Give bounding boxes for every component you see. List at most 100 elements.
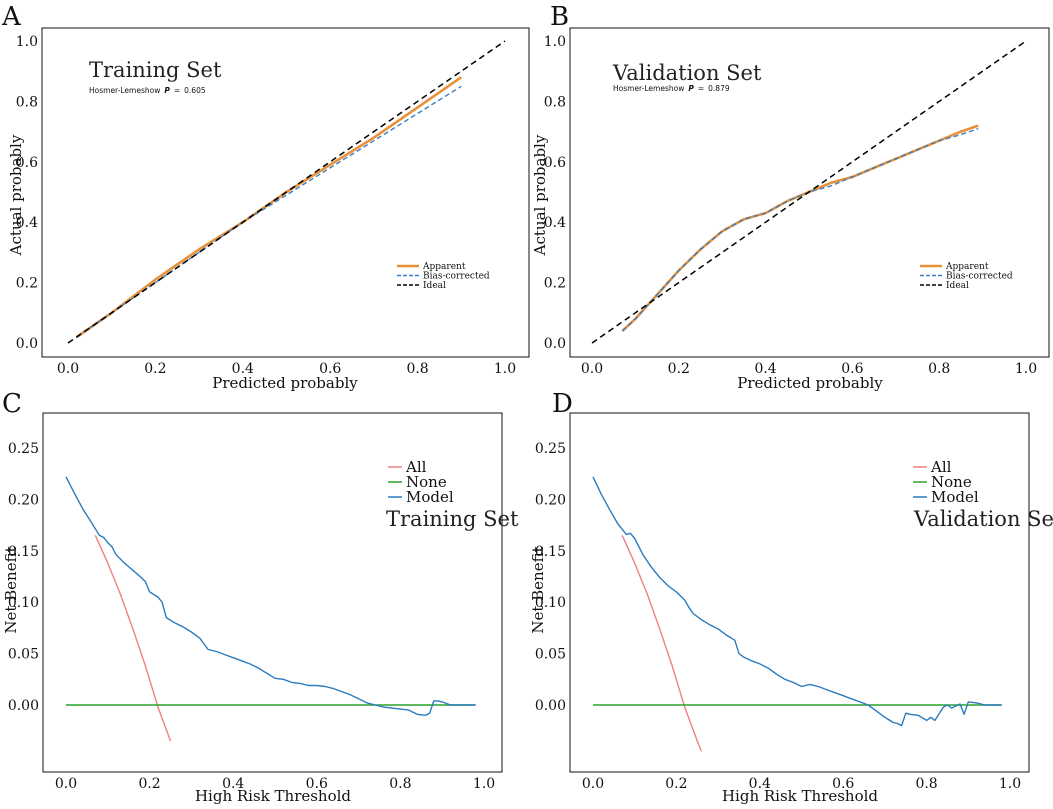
series-lines (591, 40, 1027, 344)
panel-c-decision-curve-training: C Training Set 0.0 0.2 0.4 0.6 0.8 1.00.000.0… (2, 389, 519, 805)
plot-area (569, 412, 1030, 773)
series-line-model (592, 476, 1002, 727)
plot-area (569, 27, 1050, 358)
x-tick-label: 0.4 (749, 776, 771, 792)
y-tick-label: 0.4 (16, 215, 38, 231)
hl-p-label: P (164, 86, 170, 95)
y-tick-label: 1.0 (16, 34, 38, 50)
hl-eq: = (174, 86, 180, 95)
plot-area (42, 412, 503, 773)
x-tick-label: 0.0 (55, 776, 77, 792)
chart-title: Validation Set (612, 61, 762, 85)
series-line-ideal (591, 40, 1027, 344)
hosmer-lemeshow-annotation: Hosmer-Lemeshow P = 0.605 (89, 86, 206, 95)
legend-label: None (406, 473, 447, 491)
x-tick-label: 0.4 (222, 776, 244, 792)
chart-title: Validation Set (913, 507, 1053, 531)
y-tick-label: 0.8 (544, 94, 566, 110)
x-tick-label: 0.6 (841, 361, 863, 377)
ticks: 0.0 0.2 0.4 0.6 0.8 1.0 0.0 0.2 0.4 0.6 0.8 1.0 (16, 34, 516, 377)
panel-b-calibration-validation: B Validation Set Hosmer-Lemeshow P = 0.879 … (531, 2, 1050, 392)
y-tick-label: 0.10 (535, 595, 566, 611)
ticks: 0.0 0.2 0.4 0.6 0.8 1.0 0.0 0.2 0.4 0.6 0.8 1.0 (544, 34, 1037, 377)
x-tick-label: 0.4 (232, 361, 254, 377)
chart-title: Training Set (386, 507, 519, 531)
x-tick-label: 0.0 (581, 361, 603, 377)
legend-label: Model (931, 488, 979, 506)
y-axis-title: Net Benefit (2, 546, 20, 633)
y-tick-label: 0.6 (16, 155, 38, 171)
legend-label: Bias-corrected (423, 272, 490, 282)
x-tick-label: 0.2 (138, 776, 160, 792)
x-tick-label: 0.0 (57, 361, 79, 377)
y-tick-label: 0.15 (535, 544, 566, 560)
y-tick-label: 0.00 (8, 698, 39, 714)
y-tick-label: 0.0 (16, 336, 38, 352)
hl-value: 0.605 (184, 86, 206, 95)
x-tick-label: 0.6 (319, 361, 341, 377)
x-axis-title: Predicted probably (212, 374, 358, 392)
x-tick-label: 1.0 (494, 361, 516, 377)
x-tick-label: 0.4 (754, 361, 776, 377)
panel-letter: B (550, 2, 569, 32)
x-axis-title: High Risk Threshold (195, 787, 351, 805)
chart-title: Training Set (89, 58, 222, 82)
x-tick-label: 0.8 (389, 776, 411, 792)
series-lines (65, 476, 476, 742)
legend-label: Apparent (422, 262, 466, 272)
x-axis-title: Predicted probably (737, 374, 883, 392)
x-tick-label: 0.2 (668, 361, 690, 377)
y-axis-title: Actual probably (7, 134, 25, 256)
legend-label: Bias-corrected (946, 272, 1013, 282)
series-line-all (94, 535, 172, 742)
series-line-ideal (67, 40, 506, 344)
y-tick-label: 0.0 (544, 336, 566, 352)
series-line-apparent (621, 124, 979, 332)
y-tick-label: 0.25 (535, 441, 566, 457)
hosmer-lemeshow-annotation: Hosmer-Lemeshow P = 0.879 (613, 84, 730, 93)
y-tick-label: 0.20 (8, 492, 39, 508)
x-tick-label: 0.6 (306, 776, 328, 792)
legend-label: All (405, 458, 427, 476)
y-tick-label: 0.10 (8, 595, 39, 611)
hl-value: 0.879 (708, 84, 730, 93)
x-tick-label: 0.8 (406, 361, 428, 377)
y-axis-title: Actual probably (531, 134, 549, 256)
plot-area (41, 27, 530, 358)
x-tick-label: 0.0 (582, 776, 604, 792)
x-tick-label: 1.0 (473, 776, 495, 792)
legend-label: Ideal (946, 281, 969, 291)
y-tick-label: 0.05 (535, 647, 566, 663)
series-line-bias-corrected (621, 127, 979, 332)
ticks: 0.0 0.2 0.4 0.6 0.8 1.0 0.00 0.05 0.10 0.15 0.20 0.… (8, 441, 495, 792)
hl-eq: = (698, 84, 704, 93)
legend-label: Ideal (423, 281, 446, 291)
y-tick-label: 0.2 (544, 276, 566, 292)
y-tick-label: 1.0 (544, 34, 566, 50)
series-line-apparent (75, 76, 463, 339)
x-tick-label: 0.8 (915, 776, 937, 792)
y-axis-title: Net Benefit (529, 546, 547, 633)
x-tick-label: 0.2 (144, 361, 166, 377)
panel-letter: A (1, 2, 22, 32)
y-tick-label: 0.00 (535, 698, 566, 714)
x-tick-label: 0.8 (928, 361, 950, 377)
panel-a-calibration-training: A Training Set Hosmer-Lemeshow P = 0.605 0.… (1, 2, 530, 392)
x-tick-label: 1.0 (1015, 361, 1037, 377)
hl-p-label: P (688, 84, 694, 93)
panel-letter: D (552, 389, 573, 419)
y-tick-label: 0.8 (16, 94, 38, 110)
x-tick-label: 1.0 (999, 776, 1021, 792)
series-line-model (65, 476, 476, 716)
legend-label: None (931, 473, 972, 491)
x-tick-label: 0.2 (665, 776, 687, 792)
ticks: 0.0 0.2 0.4 0.6 0.8 1.0 0.00 0.05 0.10 0.15 0.20 0.… (535, 441, 1021, 792)
x-axis-title: High Risk Threshold (722, 787, 878, 805)
hl-prefix: Hosmer-Lemeshow (89, 86, 160, 95)
y-tick-label: 0.05 (8, 647, 39, 663)
x-tick-label: 0.6 (832, 776, 854, 792)
